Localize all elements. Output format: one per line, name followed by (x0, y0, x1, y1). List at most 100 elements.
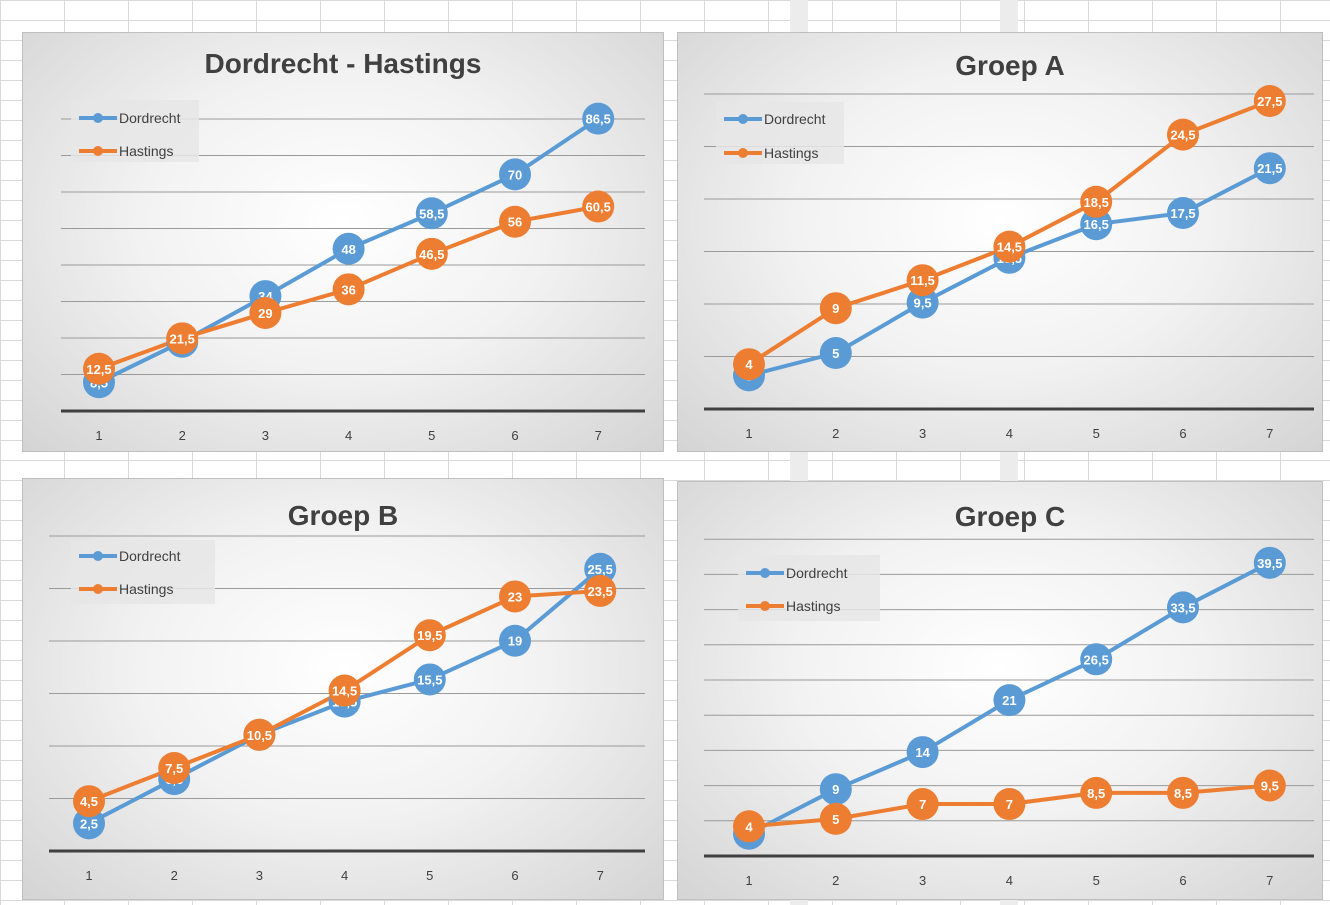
data-point-dordrecht (1167, 197, 1199, 229)
legend-box (71, 540, 215, 604)
data-point-dordrecht (819, 773, 852, 806)
data-label: 21,5 (170, 331, 195, 346)
legend-marker (738, 148, 748, 158)
data-label: 11,5 (910, 273, 935, 288)
data-label: 12,5 (86, 362, 111, 377)
legend-marker (93, 146, 103, 156)
data-label: 33,5 (1170, 600, 1195, 615)
data-label: 86,5 (586, 112, 611, 127)
data-label: 5 (832, 346, 839, 361)
data-point-hastings (1253, 85, 1286, 117)
legend-label: Dordrecht (786, 565, 848, 581)
data-label: 23 (508, 589, 522, 604)
chart-svg: Groep C1234567DordrechtHastings39142126,… (704, 501, 1314, 888)
data-label: 7 (919, 797, 926, 812)
data-label: 7,5 (165, 761, 183, 776)
legend-label: Hastings (119, 581, 173, 597)
data-point-hastings (499, 580, 531, 613)
chart-groep-a[interactable]: Groep A1234567DordrechtHastings359,513,5… (677, 32, 1323, 452)
data-label: 5 (832, 812, 839, 827)
data-label: 10,5 (247, 728, 272, 743)
x-tick-label: 7 (595, 428, 602, 443)
x-tick-label: 3 (919, 873, 926, 888)
data-label: 29 (258, 306, 272, 321)
chart-title: Groep C (955, 501, 1065, 532)
data-point-hastings (166, 322, 199, 355)
x-tick-label: 5 (428, 428, 435, 443)
data-label: 26,5 (1084, 652, 1109, 667)
data-point-dordrecht (819, 337, 852, 369)
x-tick-label: 1 (95, 428, 102, 443)
data-point-hastings (819, 802, 852, 835)
data-point-hastings (249, 296, 282, 329)
data-label: 25,5 (588, 562, 613, 577)
data-label: 21,5 (1257, 161, 1282, 176)
data-point-hastings (158, 752, 191, 784)
data-label: 24,5 (1170, 128, 1195, 143)
data-point-hastings (993, 788, 1026, 821)
x-tick-label: 3 (262, 428, 269, 443)
data-point-hastings (1167, 118, 1199, 151)
chart-groep-b[interactable]: Groep B1234567DordrechtHastings2,56,510,… (22, 478, 664, 900)
data-point-hastings (906, 264, 939, 297)
data-point-hastings (499, 205, 531, 238)
chart-groep-c[interactable]: Groep C1234567DordrechtHastings39142126,… (677, 481, 1323, 900)
data-point-hastings (733, 348, 765, 381)
legend-label: Dordrecht (119, 110, 181, 126)
data-point-dordrecht (499, 158, 531, 191)
data-label: 2,5 (80, 816, 98, 831)
data-point-hastings (328, 674, 361, 707)
data-point-dordrecht (906, 286, 939, 319)
data-point-hastings (1167, 776, 1199, 809)
data-label: 48 (341, 242, 355, 257)
data-label: 17,5 (1170, 206, 1195, 221)
data-point-hastings (83, 352, 115, 385)
x-tick-label: 1 (745, 873, 752, 888)
data-point-dordrecht (1080, 643, 1113, 676)
legend-marker (760, 568, 770, 578)
data-label: 39,5 (1257, 556, 1282, 571)
data-point-dordrecht (413, 663, 446, 696)
data-point-dordrecht (415, 197, 448, 230)
data-label: 70 (508, 167, 522, 182)
data-label: 23,5 (588, 584, 613, 599)
data-point-dordrecht (1167, 591, 1199, 624)
chart-title: Groep B (288, 500, 398, 531)
data-point-hastings (1080, 185, 1113, 218)
data-label: 15,5 (417, 672, 442, 687)
data-label: 9,5 (914, 296, 932, 311)
x-tick-label: 7 (1266, 873, 1273, 888)
x-tick-label: 6 (511, 428, 518, 443)
x-tick-label: 4 (341, 868, 348, 883)
data-point-hastings (1253, 769, 1286, 802)
x-tick-label: 3 (919, 426, 926, 441)
data-point-hastings (819, 292, 852, 325)
data-point-dordrecht (1080, 208, 1113, 241)
legend-marker (738, 114, 748, 124)
legend-label: Dordrecht (764, 111, 826, 127)
x-tick-label: 1 (745, 426, 752, 441)
x-tick-label: 1 (85, 868, 92, 883)
data-label: 19,5 (417, 628, 442, 643)
data-point-hastings (993, 230, 1026, 263)
legend-marker (93, 551, 103, 561)
data-label: 14,5 (332, 684, 357, 699)
chart-title: Groep A (955, 50, 1064, 81)
x-tick-label: 6 (1179, 426, 1186, 441)
data-label: 60,5 (586, 200, 611, 215)
data-point-dordrecht (1253, 546, 1286, 579)
data-label: 9 (832, 301, 839, 316)
data-point-dordrecht (73, 807, 105, 840)
data-label: 36 (341, 282, 355, 297)
data-point-hastings (1080, 776, 1113, 809)
x-tick-label: 2 (171, 868, 178, 883)
x-tick-label: 3 (256, 868, 263, 883)
data-label: 9,5 (1261, 778, 1279, 793)
chart-dordrecht-hastings[interactable]: Dordrecht - Hastings 1 2 3 4 5 6 7 Dordrecht Hast… (22, 32, 664, 452)
data-label: 58,5 (419, 206, 444, 221)
data-label: 27,5 (1257, 94, 1282, 109)
x-tick-label: 4 (345, 428, 352, 443)
data-label: 14,5 (997, 240, 1022, 255)
legend-marker (760, 601, 770, 611)
